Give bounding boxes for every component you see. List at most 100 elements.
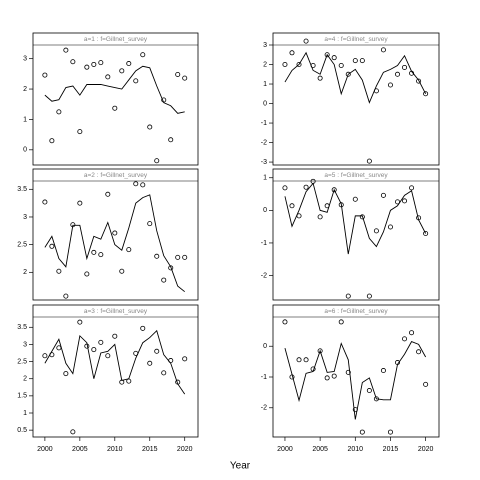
data-point [154,158,160,164]
data-point [345,369,351,375]
data-point [416,349,422,355]
data-point [423,230,429,236]
data-point [140,182,146,188]
data-point [182,356,188,362]
data-point [317,214,323,220]
y-tick-label: -2 [261,272,267,279]
data-point [352,58,358,64]
data-point [416,78,422,84]
y-tick-label: -2 [261,405,267,412]
fitted-line [284,182,427,255]
data-point [133,78,139,84]
data-point [119,68,125,74]
data-point [154,348,160,354]
data-point [289,50,295,56]
data-point [126,378,132,384]
data-point [380,47,386,53]
data-point [161,277,167,283]
y-tick-label: 3.5 [17,186,27,193]
panel-frame [272,32,440,166]
data-point [366,388,372,394]
x-axis-label: Year [230,461,251,472]
y-tick-label: 2 [23,269,27,276]
data-point [402,198,408,204]
data-point [126,61,132,67]
data-point [409,330,415,336]
fitted-line [44,65,185,114]
y-tick-label: 2 [23,86,27,93]
data-point [338,62,344,68]
data-point [49,243,55,249]
data-point [91,249,97,255]
fitted-line [44,329,186,395]
data-point [282,62,288,68]
data-point [98,252,104,258]
data-point [49,138,55,144]
data-point [352,196,358,202]
y-tick-label: 3 [23,341,27,348]
data-point [70,59,76,65]
data-point [359,429,365,435]
data-point [112,105,118,111]
data-point [63,47,69,53]
y-tick-label: 0 [263,343,267,350]
data-point [126,247,132,253]
data-point [84,271,90,277]
data-point [387,224,393,230]
panel-frame [32,304,199,438]
strip-title: a=6 : f=Gillnet_survey [324,308,388,315]
data-point [373,228,379,234]
x-tick-label: 2015 [142,446,158,453]
data-point [380,192,386,198]
data-point [303,184,309,190]
data-point [105,74,111,80]
data-point [423,91,429,97]
strip-title: a=4 : f=Gillnet_survey [324,36,388,43]
panel-frame [272,304,440,438]
data-point [331,373,337,379]
data-point [402,336,408,342]
y-tick-label: -1 [261,240,267,247]
data-point [409,185,415,191]
data-point [91,347,97,353]
x-tick-label: 2020 [418,446,434,453]
y-tick-label: -2 [261,139,267,146]
data-point [133,181,139,187]
y-tick-label: 0 [263,100,267,107]
data-point [345,71,351,77]
data-point [98,60,104,66]
panel-frame [272,168,440,301]
x-tick-label: 2020 [177,446,193,453]
y-tick-label: 2 [23,376,27,383]
data-point [359,214,365,220]
data-point [168,137,174,143]
strip-title: a=3 : f=Gillnet_survey [84,308,148,315]
data-point [387,82,393,88]
data-point [296,357,302,363]
data-point [112,230,118,236]
data-point [154,253,160,259]
strip-title: a=2 : f=Gillnet_survey [84,172,148,179]
data-point [56,345,62,351]
data-point [175,71,181,77]
y-tick-label: 0 [23,147,27,154]
data-point [56,109,62,115]
panel-frame [32,168,199,301]
data-point [161,370,167,376]
data-point [105,191,111,197]
fitted-line [44,194,185,293]
data-point [77,129,83,135]
y-tick-label: -1 [261,374,267,381]
data-point [112,333,118,339]
y-tick-label: 1.5 [17,393,27,400]
data-point [324,52,330,58]
data-point [105,353,111,359]
data-point [70,429,76,435]
y-tick-label: 3 [23,214,27,221]
data-point [42,353,48,359]
data-point [147,360,153,366]
y-tick-label: 3 [263,42,267,49]
data-point [282,319,288,325]
data-point [317,75,323,81]
data-point [147,124,153,130]
